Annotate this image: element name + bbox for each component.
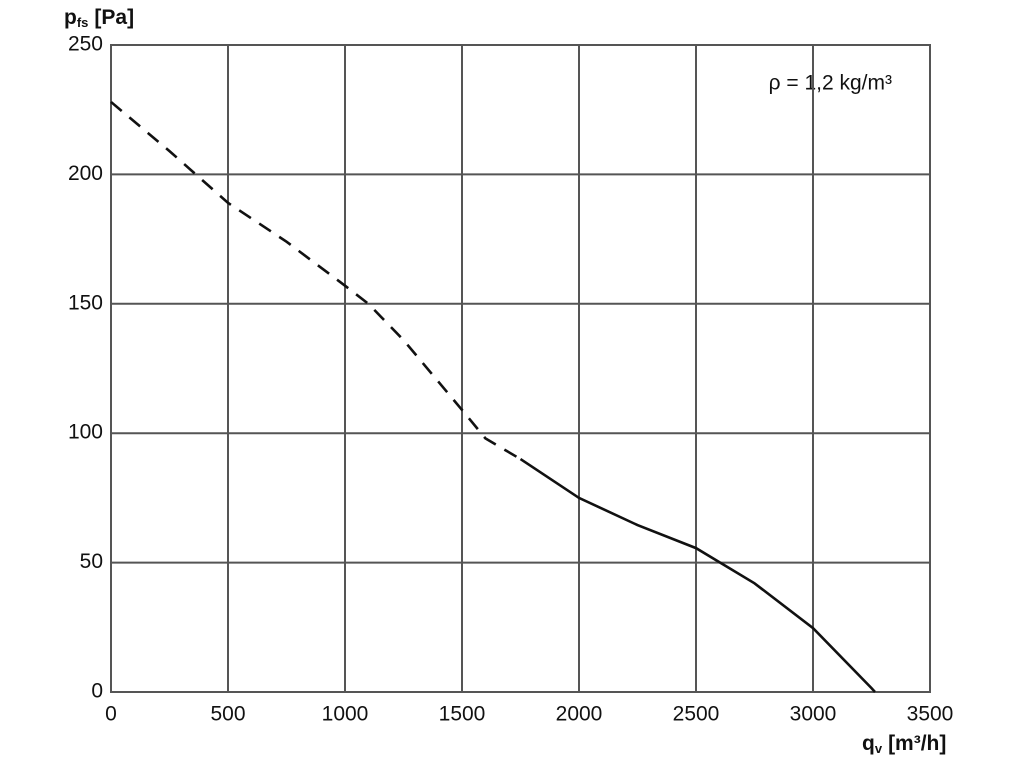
x-tick-label: 3500 [907, 703, 954, 726]
x-tick-label: 1500 [439, 703, 486, 726]
y-label-symbol: p [64, 6, 77, 29]
y-tick-label: 0 [91, 680, 103, 703]
x-tick-label: 1000 [322, 703, 369, 726]
x-tick-label: 0 [105, 703, 117, 726]
x-tick-label: 3000 [790, 703, 837, 726]
annotation: ρ = 1,2 kg/m³ [769, 72, 892, 95]
y-tick-label: 150 [68, 291, 103, 314]
y-tick-label: 200 [68, 162, 103, 185]
y-tick-label: 100 [68, 421, 103, 444]
x-axis-label: qv [m³/h] [862, 732, 946, 757]
y-axis-label: pfs [Pa] [64, 6, 134, 31]
plot-frame [110, 44, 931, 693]
y-label-unit: [Pa] [94, 6, 134, 29]
x-tick-label: 2500 [673, 703, 720, 726]
x-label-subscript: v [875, 741, 883, 756]
x-tick-label: 2000 [556, 703, 603, 726]
y-tick-label: 50 [80, 550, 103, 573]
x-label-symbol: q [862, 732, 875, 755]
y-tick-label: 250 [68, 33, 103, 56]
curve [519, 457, 876, 693]
y-label-subscript: fs [77, 15, 89, 30]
x-label-unit: [m³/h] [888, 732, 946, 755]
curve [110, 100, 522, 461]
x-tick-label: 500 [210, 703, 245, 726]
